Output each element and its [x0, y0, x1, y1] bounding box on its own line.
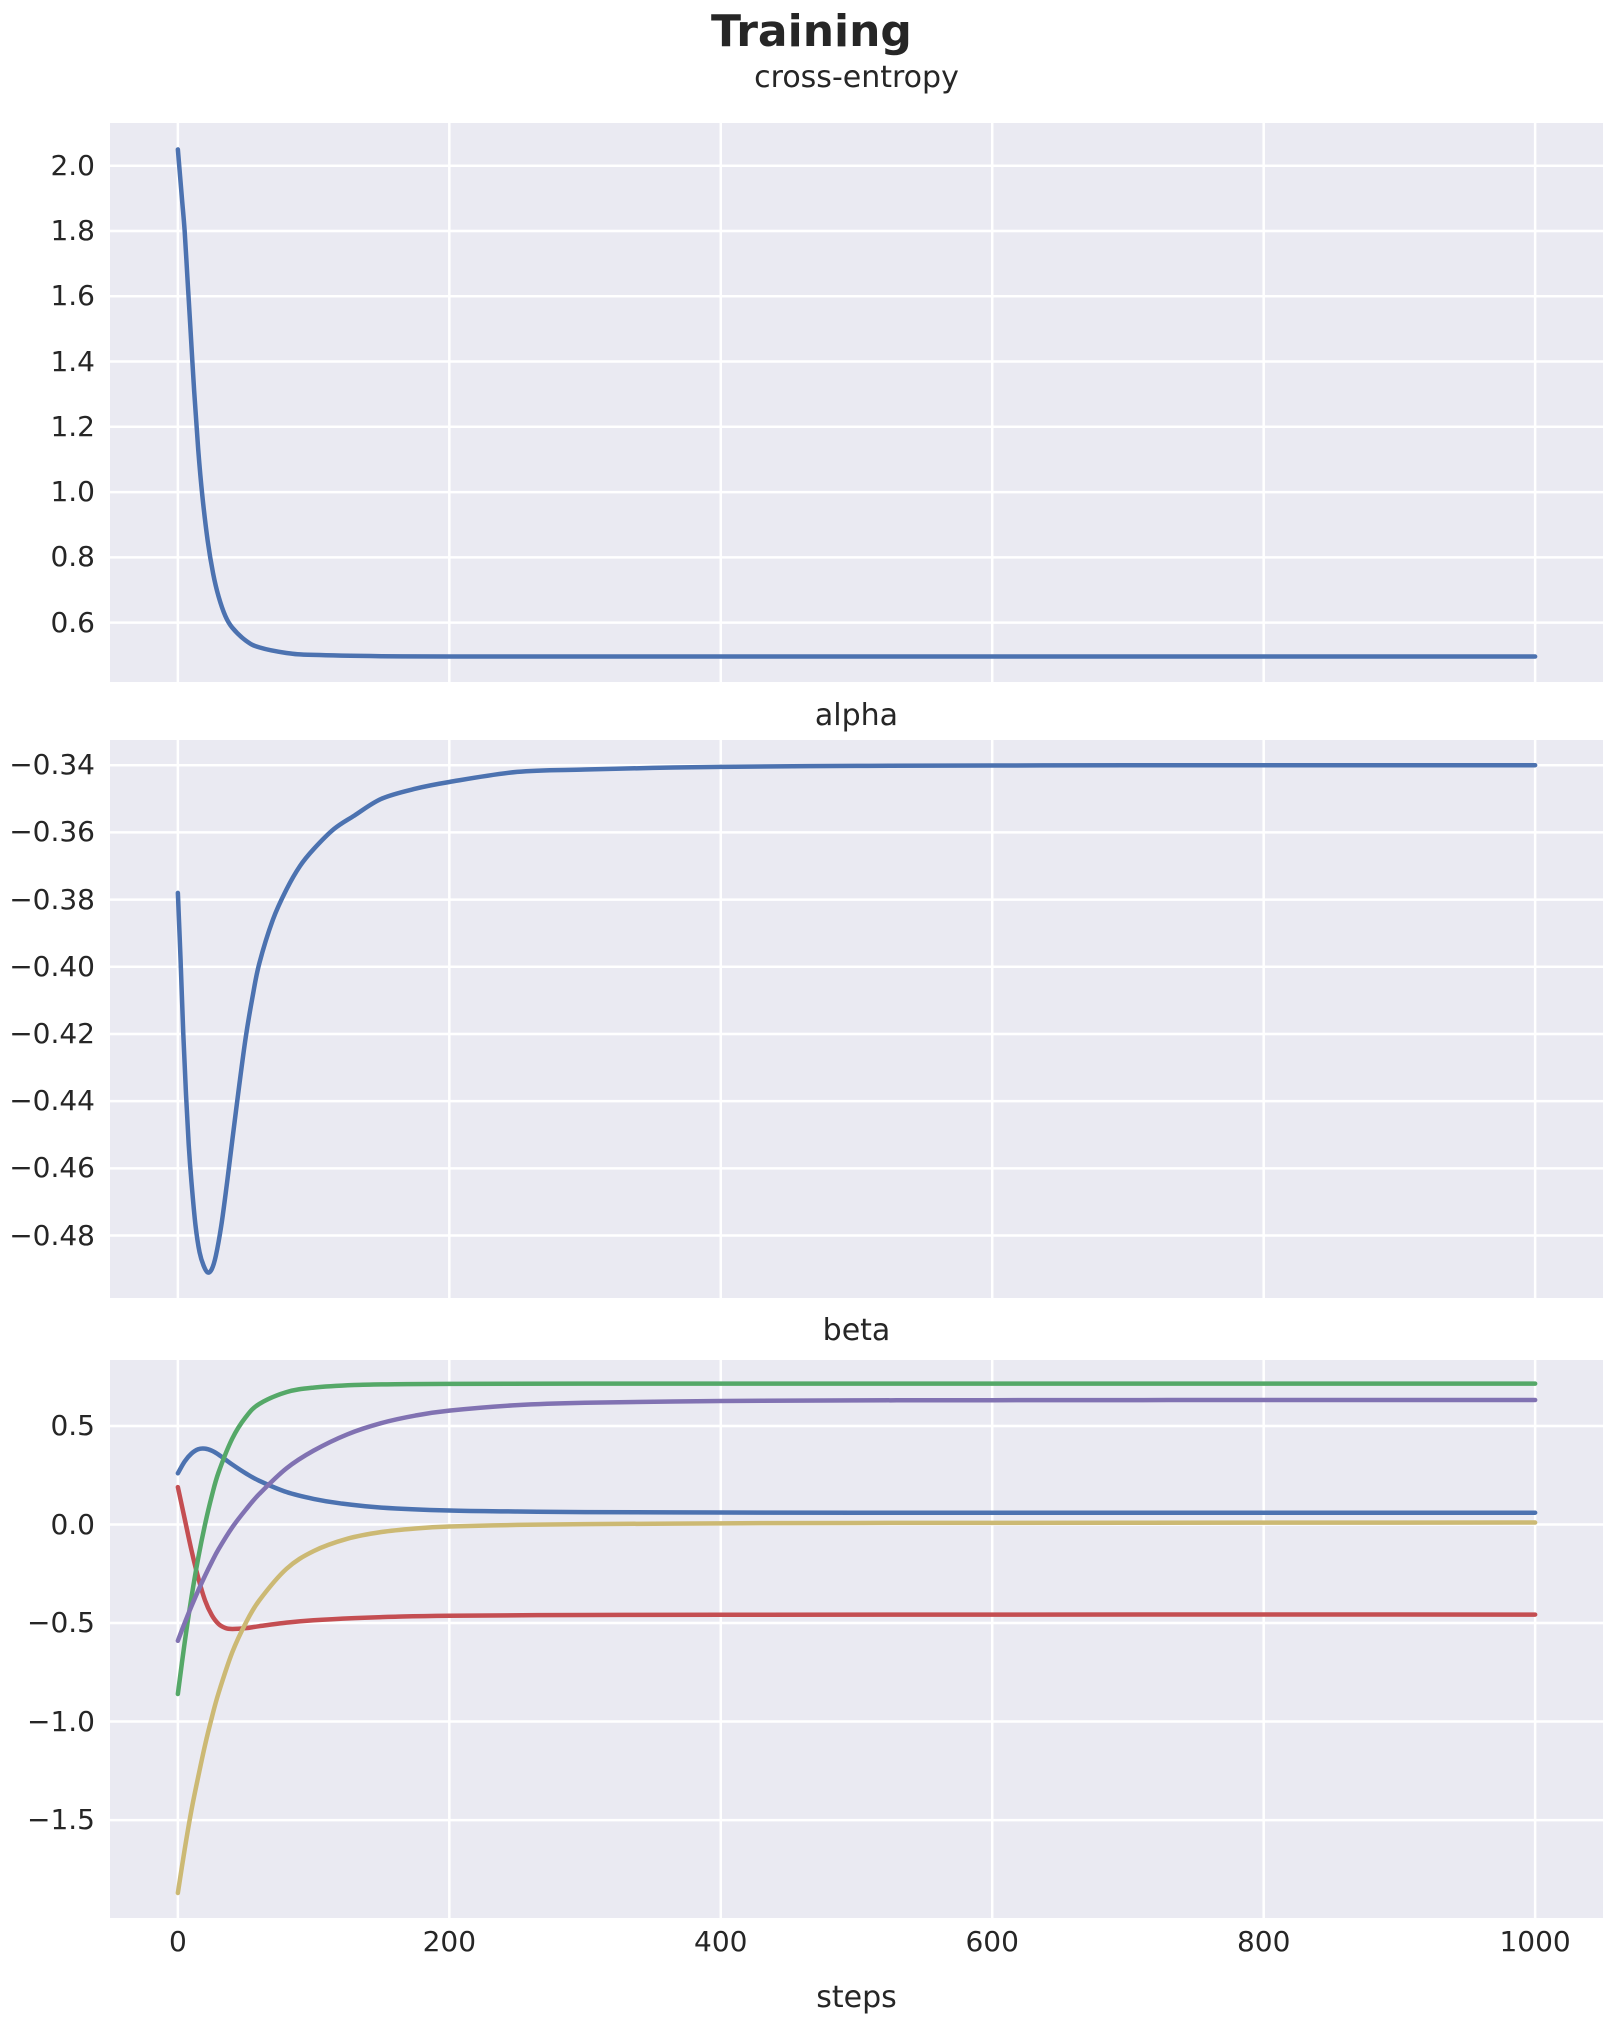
- y-tick-label: 2.0: [50, 148, 95, 182]
- y-tick-label: −0.38: [9, 882, 95, 916]
- y-tick-label: 1.0: [50, 475, 95, 509]
- y-tick-label: −0.46: [9, 1151, 95, 1185]
- line-alpha: [175, 762, 1538, 1275]
- axes-background: [110, 1360, 1603, 1918]
- plot-area-cross-entropy: [110, 123, 1603, 682]
- y-tick-label: 1.8: [50, 214, 95, 247]
- y-tick-label: 1.6: [50, 279, 95, 313]
- y-tick-label: 1.4: [50, 344, 95, 378]
- y-tick-label: 1.2: [50, 409, 95, 443]
- y-tick-label: −1.0: [27, 1704, 95, 1738]
- x-axis-label: steps: [816, 1980, 897, 2015]
- line-cross-entropy-loss: [175, 147, 1538, 659]
- line-beta-red: [175, 1484, 1538, 1632]
- x-tick-label: 800: [1236, 1925, 1291, 1958]
- line-beta-tan: [175, 1520, 1538, 1896]
- axes-background: [110, 740, 1603, 1298]
- x-tick-label: 400: [694, 1925, 748, 1958]
- line-beta-green: [175, 1381, 1538, 1697]
- figure-title: Training: [711, 6, 912, 57]
- y-tick-label: −0.44: [9, 1084, 95, 1118]
- y-tick-label: −0.42: [9, 1016, 95, 1050]
- x-tick-label: 200: [422, 1925, 477, 1958]
- subplot-title-beta: beta: [822, 1313, 891, 1348]
- subplot-title-alpha: alpha: [814, 698, 899, 733]
- line-beta-blue: [175, 1446, 1538, 1515]
- y-tick-label: 0.6: [50, 605, 95, 639]
- y-tick-label: −0.36: [9, 815, 95, 849]
- line-beta-purple: [175, 1397, 1538, 1644]
- y-tick-label: −1.5: [27, 1803, 95, 1837]
- y-tick-label: 0.5: [50, 1409, 95, 1442]
- axes-background: [110, 123, 1603, 682]
- x-tick-label: 1000: [1499, 1925, 1571, 1958]
- x-tick-label: 0: [168, 1925, 187, 1958]
- y-tick-label: −0.5: [27, 1606, 95, 1640]
- plot-area-beta: [110, 1360, 1603, 1918]
- y-tick-label: −0.40: [9, 949, 95, 983]
- subplot-title-cross-entropy: cross-entropy: [754, 60, 959, 95]
- y-tick-label: 0.0: [50, 1507, 95, 1541]
- x-tick-label: 600: [965, 1925, 1019, 1958]
- y-tick-label: −0.34: [9, 748, 95, 782]
- plot-area-alpha: [110, 740, 1603, 1298]
- y-tick-label: −0.48: [9, 1218, 95, 1252]
- y-tick-label: 0.8: [50, 540, 95, 574]
